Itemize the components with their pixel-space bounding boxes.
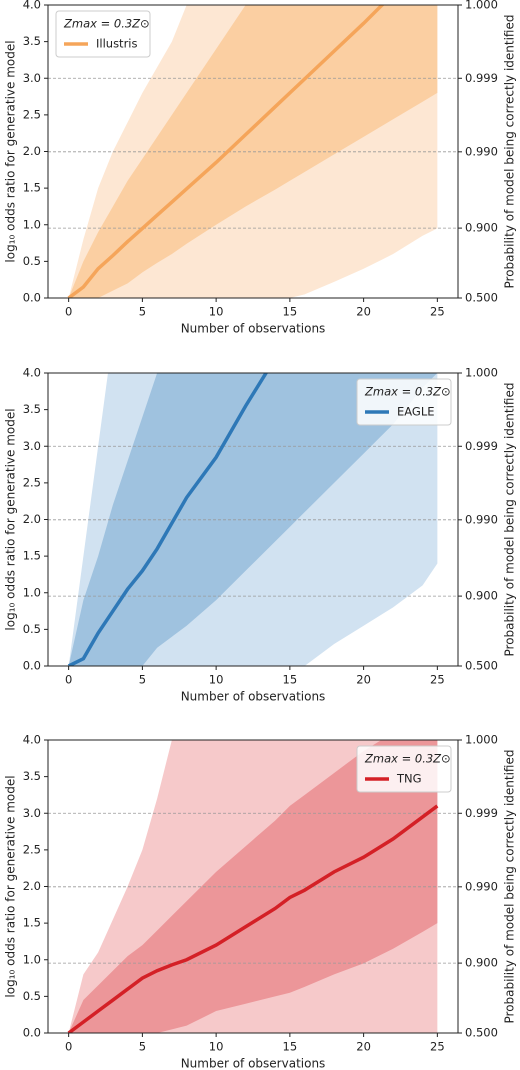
y-tick-label: 2.0 [23, 512, 41, 526]
y2-tick-label: 0.900 [465, 221, 498, 235]
x-tick-label: 15 [283, 673, 298, 687]
y-axis-label: log₁₀ odds ratio for generative model [4, 408, 18, 630]
y2-axis-label: Probability of model being correctly ide… [503, 15, 517, 289]
legend-title: Zmax = 0.3Z⊙ [364, 752, 451, 766]
median-line [67, 373, 269, 666]
y2-axis-label: Probability of model being correctly ide… [503, 750, 517, 1024]
legend-title: Zmax = 0.3Z⊙ [364, 385, 451, 399]
y2-tick-label: 0.500 [465, 659, 498, 673]
y-tick-label: 1.5 [23, 916, 41, 930]
x-tick-label: 25 [430, 305, 445, 319]
y2-tick-label: 0.900 [465, 956, 498, 970]
y-tick-label: 1.0 [23, 585, 41, 599]
y-tick-label: 0.5 [23, 989, 41, 1003]
y2-tick-label: 0.900 [465, 589, 498, 603]
y2-tick-label: 0.999 [465, 71, 498, 85]
x-axis-label: Number of observations [181, 322, 326, 336]
y-tick-label: 0.5 [23, 622, 41, 636]
legend-label: Illustris [96, 37, 138, 51]
y2-tick-label: 0.990 [465, 512, 498, 526]
x-tick-label: 20 [356, 673, 371, 687]
y-tick-label: 0.0 [23, 659, 41, 673]
x-tick-label: 5 [139, 305, 146, 319]
y-tick-label: 3.0 [23, 439, 41, 453]
y-tick-label: 3.5 [23, 34, 41, 48]
y-tick-label: 4.0 [23, 0, 41, 12]
x-tick-label: 10 [209, 673, 224, 687]
y-tick-label: 4.0 [23, 733, 41, 747]
y-tick-label: 3.5 [23, 769, 41, 783]
x-tick-label: 5 [139, 1040, 146, 1054]
x-tick-label: 25 [430, 1040, 445, 1054]
x-tick-label: 20 [356, 1040, 371, 1054]
y2-tick-label: 1.000 [465, 0, 498, 12]
y-axis-label: log₁₀ odds ratio for generative model [4, 775, 18, 997]
y-tick-label: 4.0 [23, 366, 41, 380]
legend-label: TNG [396, 772, 422, 786]
x-tick-label: 25 [430, 673, 445, 687]
median-line [67, 5, 385, 298]
median-line [67, 804, 439, 1033]
x-tick-label: 15 [283, 305, 298, 319]
y-tick-label: 2.0 [23, 879, 41, 893]
y-tick-label: 2.5 [23, 107, 41, 121]
y-tick-label: 1.5 [23, 549, 41, 563]
y2-tick-label: 1.000 [465, 366, 498, 380]
legend: Zmax = 0.3Z⊙ TNG [356, 745, 452, 793]
y2-tick-label: 1.000 [465, 733, 498, 747]
y2-tick-label: 0.990 [465, 144, 498, 158]
x-tick-label: 15 [283, 1040, 298, 1054]
y-tick-label: 2.0 [23, 144, 41, 158]
y-tick-label: 2.5 [23, 475, 41, 489]
y-tick-label: 0.5 [23, 254, 41, 268]
panel: 0.0 0.5 1.0 1.5 2.0 2.5 3.0 3.5 4.0 0.500 0.900 0.9… [4, 733, 517, 1070]
x-tick-label: 0 [65, 305, 72, 319]
y-tick-label: 3.0 [23, 806, 41, 820]
plot-area [48, 5, 458, 298]
y2-tick-label: 0.500 [465, 291, 498, 305]
y2-axis-label: Probability of model being correctly ide… [503, 383, 517, 657]
plot-area [48, 740, 458, 1033]
x-tick-label: 10 [209, 305, 224, 319]
y2-tick-label: 0.999 [465, 806, 498, 820]
x-tick-label: 0 [65, 673, 72, 687]
plot-area [48, 373, 458, 666]
y-tick-label: 2.5 [23, 842, 41, 856]
y2-tick-label: 0.999 [465, 439, 498, 453]
y-tick-label: 1.0 [23, 952, 41, 966]
y2-tick-label: 0.990 [465, 879, 498, 893]
legend: Zmax = 0.3Z⊙ Illustris [55, 10, 151, 58]
legend-title: Zmax = 0.3Z⊙ [63, 17, 150, 31]
x-axis-label: Number of observations [181, 690, 326, 704]
y-tick-label: 0.0 [23, 1026, 41, 1040]
y-tick-label: 0.0 [23, 291, 41, 305]
panel: 0.0 0.5 1.0 1.5 2.0 2.5 3.0 3.5 4.0 0.500 0.900 0.9… [4, 0, 517, 336]
x-tick-label: 0 [65, 1040, 72, 1054]
x-tick-label: 5 [139, 673, 146, 687]
y-tick-label: 3.5 [23, 402, 41, 416]
x-axis-label: Number of observations [181, 1057, 326, 1070]
legend: Zmax = 0.3Z⊙ EAGLE [356, 378, 452, 426]
panel: 0.0 0.5 1.0 1.5 2.0 2.5 3.0 3.5 4.0 0.500 0.900 0.9… [4, 366, 517, 704]
y-tick-label: 3.0 [23, 71, 41, 85]
y-tick-label: 1.5 [23, 181, 41, 195]
x-tick-label: 20 [356, 305, 371, 319]
x-tick-label: 10 [209, 1040, 224, 1054]
y-tick-label: 1.0 [23, 217, 41, 231]
legend-label: EAGLE [397, 405, 435, 419]
y2-tick-label: 0.500 [465, 1026, 498, 1040]
y-axis-label: log₁₀ odds ratio for generative model [4, 40, 18, 262]
